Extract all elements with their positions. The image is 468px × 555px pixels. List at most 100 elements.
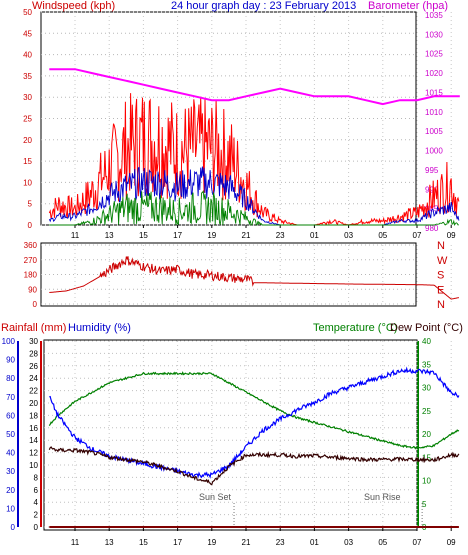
x-tick-label: 03 <box>344 538 353 547</box>
compass-letter: N <box>437 299 445 311</box>
rain-y-tick: 22 <box>29 387 38 396</box>
humidity-axis-title: Humidity (%) <box>68 322 131 334</box>
barometer-axis-title: Barometer (hpa) <box>368 0 448 12</box>
rain-y-tick: 28 <box>29 349 38 358</box>
temp-y-tick: 5 <box>422 500 427 509</box>
rain-y-tick: 26 <box>29 362 38 371</box>
temp-y-tick: 25 <box>422 407 431 416</box>
x-tick-label: 23 <box>276 231 285 240</box>
barometer-y-tick: 1005 <box>425 127 443 136</box>
temp-y-tick: 20 <box>422 430 431 439</box>
barometer-y-tick: 980 <box>425 224 439 233</box>
wind-y-tick: 30 <box>23 93 32 102</box>
windspeed-axis-title: Windspeed (kph) <box>32 0 115 12</box>
x-tick-label: 15 <box>139 538 148 547</box>
barometer-series-line <box>49 68 460 106</box>
barometer-y-tick: 1030 <box>425 30 443 39</box>
humidity-y-tick: 50 <box>6 430 15 439</box>
wind-series-line <box>48 93 460 226</box>
wind-y-tick: 0 <box>28 221 33 230</box>
x-tick-label: 21 <box>242 538 251 547</box>
sunrise-label: Sun Rise <box>364 492 401 502</box>
humidity-y-tick: 100 <box>2 337 16 346</box>
x-tick-label: 13 <box>105 231 114 240</box>
rain-y-tick: 0 <box>34 523 39 532</box>
x-tick-label: 05 <box>378 538 387 547</box>
humidity-y-tick: 60 <box>6 411 15 420</box>
wind-y-tick: 40 <box>23 51 32 60</box>
x-tick-label: 17 <box>173 538 182 547</box>
rain-y-tick: 16 <box>29 424 38 433</box>
sunset-label: Sun Set <box>199 492 232 502</box>
wind-y-tick: 50 <box>23 8 32 17</box>
wind-y-tick: 45 <box>23 29 32 38</box>
dewpoint-axis-title: Dew Point (°C) <box>390 322 463 334</box>
barometer-y-tick: 1000 <box>425 147 443 156</box>
barometer-y-tick: 1020 <box>425 69 443 78</box>
wind-y-tick: 5 <box>28 200 33 209</box>
barometer-y-tick: 1010 <box>425 108 443 117</box>
barometer-y-tick: 1015 <box>425 88 443 97</box>
humidity-y-tick: 80 <box>6 374 15 383</box>
direction-y-tick: 270 <box>24 256 38 265</box>
humidity-y-tick: 10 <box>6 504 15 513</box>
barometer-y-tick: 1035 <box>425 11 443 20</box>
gust_avg-series-line <box>48 166 460 226</box>
rain-y-tick: 18 <box>29 411 38 420</box>
x-tick-label: 05 <box>378 231 387 240</box>
direction-y-tick: 180 <box>24 271 38 280</box>
temp-y-tick: 40 <box>422 337 431 346</box>
rain-y-tick: 4 <box>34 498 39 507</box>
wind-y-tick: 35 <box>23 72 32 81</box>
temp-y-tick: 10 <box>422 477 431 486</box>
x-tick-label: 11 <box>71 538 80 547</box>
rain-y-tick: 24 <box>29 374 38 383</box>
humidity-y-tick: 40 <box>6 449 15 458</box>
temperature-series-line <box>48 371 460 450</box>
direction-y-tick: 0 <box>33 300 38 309</box>
wind-y-tick: 10 <box>23 178 32 187</box>
rain-y-tick: 14 <box>29 436 38 445</box>
rain-y-tick: 6 <box>34 486 39 495</box>
direction-y-tick: 360 <box>24 241 38 250</box>
rainfall-axis-title: Rainfall (mm) <box>1 322 66 334</box>
x-tick-label: 19 <box>207 231 216 240</box>
x-tick-label: 01 <box>310 538 319 547</box>
rain-y-tick: 20 <box>29 399 38 408</box>
temp-y-tick: 35 <box>422 360 431 369</box>
compass-letter: W <box>437 255 448 267</box>
temperature-axis-title: Temperature (°C) <box>313 322 397 334</box>
barometer-y-tick: 990 <box>425 185 439 194</box>
compass-letter: N <box>437 240 445 252</box>
direction-y-tick: 90 <box>28 285 37 294</box>
temp-y-tick: 15 <box>422 453 431 462</box>
temp-y-tick: 30 <box>422 384 431 393</box>
barometer-y-tick: 995 <box>425 166 439 175</box>
x-tick-label: 17 <box>173 231 182 240</box>
rain-y-tick: 30 <box>29 337 38 346</box>
humidity-y-tick: 90 <box>6 356 15 365</box>
x-tick-label: 15 <box>139 231 148 240</box>
x-tick-label: 11 <box>71 231 80 240</box>
x-tick-label: 13 <box>105 538 114 547</box>
humidity-y-tick: 20 <box>6 486 15 495</box>
x-tick-label: 03 <box>344 231 353 240</box>
rain-y-tick: 2 <box>34 511 39 520</box>
rain-y-tick: 8 <box>34 473 39 482</box>
humidity-y-tick: 0 <box>11 523 16 532</box>
humidity-y-tick: 30 <box>6 467 15 476</box>
direction-series-line <box>49 256 460 300</box>
dewpoint-series-line <box>48 446 460 486</box>
x-tick-label: 09 <box>447 231 456 240</box>
wind-y-tick: 15 <box>23 157 32 166</box>
graph-title: 24 hour graph day : 23 February 2013 <box>171 0 356 12</box>
x-tick-label: 09 <box>447 538 456 547</box>
x-tick-label: 19 <box>207 538 216 547</box>
x-tick-label: 07 <box>413 538 422 547</box>
x-tick-label: 01 <box>310 231 319 240</box>
humidity-y-tick: 70 <box>6 393 15 402</box>
compass-letter: S <box>437 270 444 282</box>
x-tick-label: 07 <box>413 231 422 240</box>
wind-y-tick: 25 <box>23 115 32 124</box>
